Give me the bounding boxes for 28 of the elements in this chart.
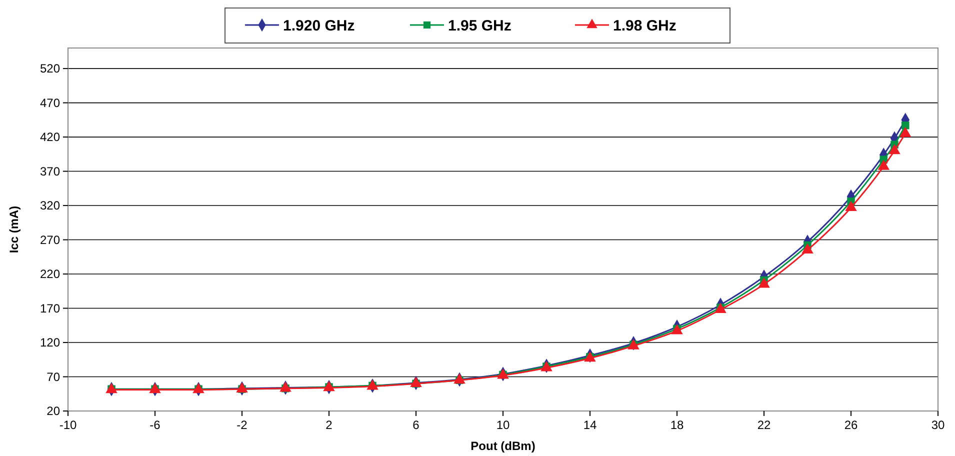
y-tick-label: 170 — [40, 301, 60, 316]
y-tick-label: 420 — [40, 130, 60, 144]
y-tick-label: 320 — [40, 198, 60, 213]
x-tick-label: 30 — [931, 418, 945, 432]
legend-label: 1.95 GHz — [448, 17, 512, 34]
x-tick-label: 18 — [670, 418, 684, 432]
y-tick-label: 520 — [40, 62, 60, 76]
x-tick-label: 22 — [757, 418, 771, 432]
x-tick-label: 14 — [583, 418, 597, 432]
x-tick-label: 26 — [844, 418, 858, 432]
y-tick-label: 120 — [40, 336, 60, 350]
x-axis-title: Pout (dBm) — [470, 439, 536, 453]
y-tick-label: 370 — [40, 164, 60, 178]
y-tick-label: 270 — [40, 232, 60, 247]
x-tick-label: 2 — [326, 418, 333, 432]
legend-label: 1.920 GHz — [283, 17, 355, 34]
y-tick-label: 20 — [46, 404, 60, 418]
point — [902, 122, 910, 130]
x-tick-label: -2 — [236, 418, 248, 432]
y-axis-title: Icc (mA) — [7, 206, 21, 254]
y-tick-label: 220 — [40, 267, 60, 282]
x-tick-label: 10 — [496, 418, 510, 432]
x-tick-label: -6 — [150, 418, 161, 432]
legend-label: 1.98 GHz — [613, 17, 676, 34]
y-tick-label: 470 — [40, 96, 60, 110]
x-tick-label: -10 — [59, 418, 77, 432]
x-tick-label: 6 — [412, 418, 420, 432]
y-tick-label: 70 — [46, 370, 60, 384]
